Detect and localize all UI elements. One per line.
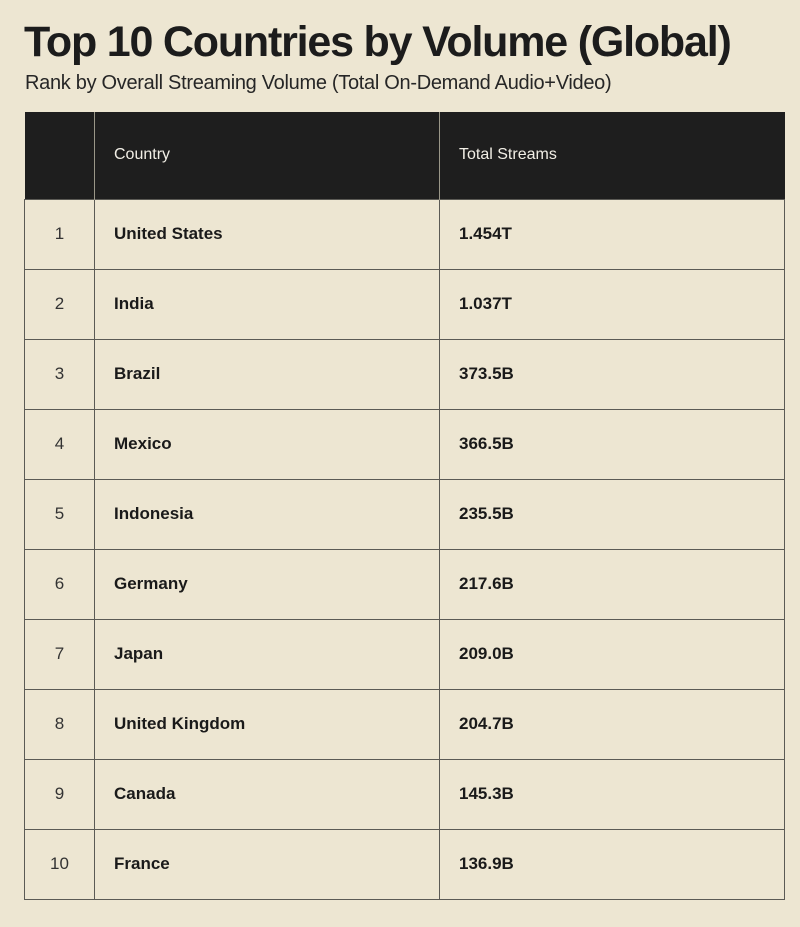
rank-cell: 6 [24, 548, 95, 620]
table-row: 1 United States 1.454T [24, 198, 785, 270]
table-row: 9 Canada 145.3B [24, 758, 785, 830]
country-cell: Mexico [94, 408, 440, 480]
rank-cell: 9 [24, 758, 95, 830]
ranking-table: Country Total Streams 1 United States 1.45… [24, 112, 785, 900]
rank-cell: 4 [24, 408, 95, 480]
table-row: 7 Japan 209.0B [24, 618, 785, 690]
rank-cell: 7 [24, 618, 95, 690]
table-row: 5 Indonesia 235.5B [24, 478, 785, 550]
table-row: 10 France 136.9B [24, 828, 785, 900]
table-row: 8 United Kingdom 204.7B [24, 688, 785, 760]
country-cell: United States [94, 198, 440, 270]
total-streams-cell: 366.5B [439, 408, 785, 480]
total-streams-cell: 373.5B [439, 338, 785, 410]
total-streams-cell: 1.037T [439, 268, 785, 340]
country-cell: Germany [94, 548, 440, 620]
total-streams-cell: 145.3B [439, 758, 785, 830]
table-body: 1 United States 1.454T 2 India 1.037T 3 Brazil 3… [24, 198, 785, 900]
total-streams-cell: 136.9B [439, 828, 785, 900]
header-rank [24, 112, 95, 199]
header-country: Country [94, 112, 440, 199]
country-cell: India [94, 268, 440, 340]
country-cell: Japan [94, 618, 440, 690]
rank-cell: 10 [24, 828, 95, 900]
country-cell: Canada [94, 758, 440, 830]
country-cell: Brazil [94, 338, 440, 410]
table-row: 6 Germany 217.6B [24, 548, 785, 620]
header-row: Country Total Streams [24, 112, 785, 199]
country-cell: France [94, 828, 440, 900]
total-streams-cell: 209.0B [439, 618, 785, 690]
country-cell: United Kingdom [94, 688, 440, 760]
chart-subtitle: Rank by Overall Streaming Volume (Total … [25, 72, 612, 94]
total-streams-cell: 235.5B [439, 478, 785, 550]
total-streams-cell: 217.6B [439, 548, 785, 620]
total-streams-cell: 1.454T [439, 198, 785, 270]
rank-cell: 1 [24, 198, 95, 270]
rank-cell: 8 [24, 688, 95, 760]
rank-cell: 5 [24, 478, 95, 550]
rank-cell: 2 [24, 268, 95, 340]
table-row: 2 India 1.037T [24, 268, 785, 340]
chart-title: Top 10 Countries by Volume (Global) [24, 18, 732, 66]
rank-cell: 3 [24, 338, 95, 410]
table-row: 3 Brazil 373.5B [24, 338, 785, 410]
table-row: 4 Mexico 366.5B [24, 408, 785, 480]
total-streams-cell: 204.7B [439, 688, 785, 760]
table-header: Country Total Streams [24, 112, 785, 199]
header-total-streams: Total Streams [439, 112, 785, 199]
country-cell: Indonesia [94, 478, 440, 550]
